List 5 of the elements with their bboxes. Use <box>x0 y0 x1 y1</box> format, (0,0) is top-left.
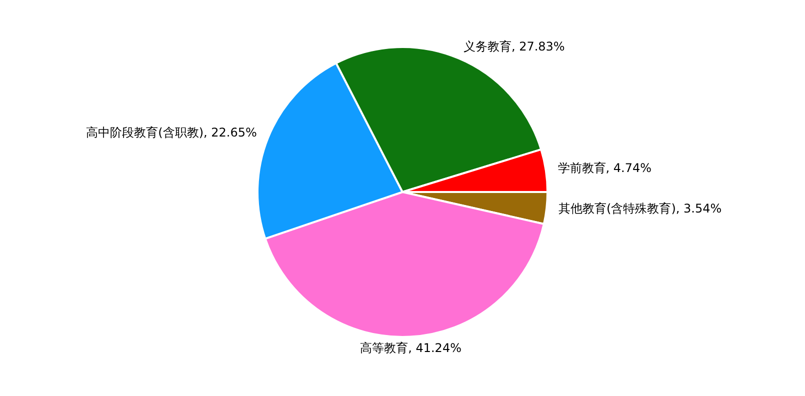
slice-label: 义务教育, 27.83% <box>463 39 565 54</box>
slice-label: 高中阶段教育(含职教), 22.65% <box>86 125 257 140</box>
slice-label: 学前教育, 4.74% <box>558 160 652 175</box>
slice-label: 其他教育(含特殊教育), 3.54% <box>558 202 722 216</box>
slice-label: 高等教育, 41.24% <box>360 340 462 355</box>
